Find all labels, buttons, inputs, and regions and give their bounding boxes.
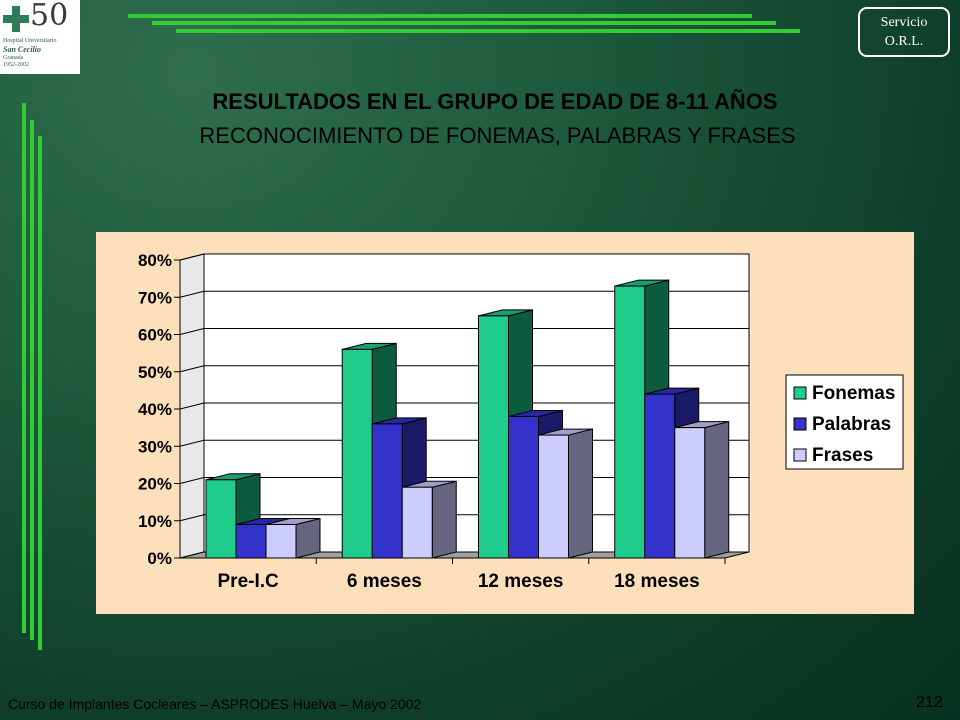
- decor-line-left-3: [38, 136, 42, 650]
- y-tick-label: 30%: [138, 437, 172, 456]
- bar: [235, 523, 267, 559]
- y-tick-label: 10%: [138, 512, 172, 531]
- bar-side: [704, 420, 730, 559]
- bar: [205, 479, 237, 559]
- y-tick-label: 20%: [138, 475, 172, 494]
- page-number: 212: [916, 694, 943, 711]
- logo-line-4: 1952-2002: [3, 62, 29, 68]
- legend-swatch: [793, 417, 807, 431]
- y-tick-label: 60%: [138, 326, 172, 345]
- legend-swatch: [793, 448, 807, 462]
- decor-line-top-3: [176, 29, 800, 33]
- y-tick-label: 70%: [138, 288, 172, 307]
- y-tick-label: 40%: [138, 400, 172, 419]
- bar: [478, 315, 509, 559]
- bar: [401, 486, 433, 559]
- gridline-side: [179, 328, 205, 335]
- decor-line-left-1: [22, 103, 26, 633]
- service-badge-line-2: O.R.L.: [884, 34, 924, 49]
- gridline-side: [179, 253, 205, 261]
- legend-label: Frases: [812, 445, 873, 466]
- service-badge: Servicio O.R.L.: [858, 7, 950, 57]
- gridline-side: [179, 402, 205, 410]
- logo-line-3: Granada: [3, 55, 24, 61]
- bar-side: [295, 517, 321, 559]
- gridline-side: [179, 477, 205, 484]
- decor-line-left-2: [30, 120, 34, 640]
- x-tick-label: Pre-I.C: [218, 571, 280, 592]
- gridline-side: [179, 365, 205, 373]
- cross-icon: [3, 6, 29, 32]
- service-badge-line-1: Servicio: [880, 15, 928, 30]
- bar: [674, 427, 706, 559]
- bar: [508, 415, 539, 559]
- legend-label: Fonemas: [812, 383, 895, 404]
- x-tick-label: 6 meses: [347, 571, 422, 592]
- decor-line-top-1: [128, 14, 752, 18]
- y-tick-label: 0%: [147, 549, 172, 568]
- bar: [614, 285, 646, 559]
- bar: [644, 393, 676, 559]
- logo-anniversary-number: 50: [30, 0, 69, 33]
- logo-line-1: Hospital Universitario: [3, 38, 57, 44]
- page-title: RESULTADOS EN EL GRUPO DE EDAD DE 8-11 A…: [212, 89, 778, 114]
- gridline-side: [179, 439, 205, 447]
- gridline-side: [179, 290, 205, 298]
- logo-line-2: San Cecilio: [3, 45, 42, 54]
- bar: [538, 434, 569, 559]
- footer-text: Curso de Implantes Cocleares – ASPRODES …: [8, 696, 422, 712]
- y-tick-label: 80%: [138, 251, 172, 270]
- x-tick-label: 18 meses: [614, 571, 700, 592]
- hospital-logo: 50 Hospital Universitario San Cecilio Gr…: [0, 0, 80, 74]
- bar-side: [431, 480, 457, 559]
- page-subtitle: RECONOCIMIENTO DE FONEMAS, PALABRAS Y FR…: [199, 123, 796, 148]
- gridline-side: [179, 514, 205, 522]
- x-tick-label: 12 meses: [478, 571, 564, 592]
- legend-swatch: [793, 386, 807, 400]
- bar: [371, 423, 403, 559]
- bar: [265, 523, 297, 559]
- bar-side: [568, 428, 593, 559]
- bar-chart: 0% 10% 20% 30% 40% 50% 60% 70% 80% Pre-I.C 6 meses…: [138, 251, 904, 592]
- legend-label: Palabras: [812, 414, 891, 435]
- decor-line-top-2: [152, 21, 776, 25]
- chart-panel: 0% 10% 20% 30% 40% 50% 60% 70% 80% Pre-I.C 6 meses…: [96, 232, 914, 614]
- bar: [341, 348, 373, 559]
- y-tick-label: 50%: [138, 363, 172, 382]
